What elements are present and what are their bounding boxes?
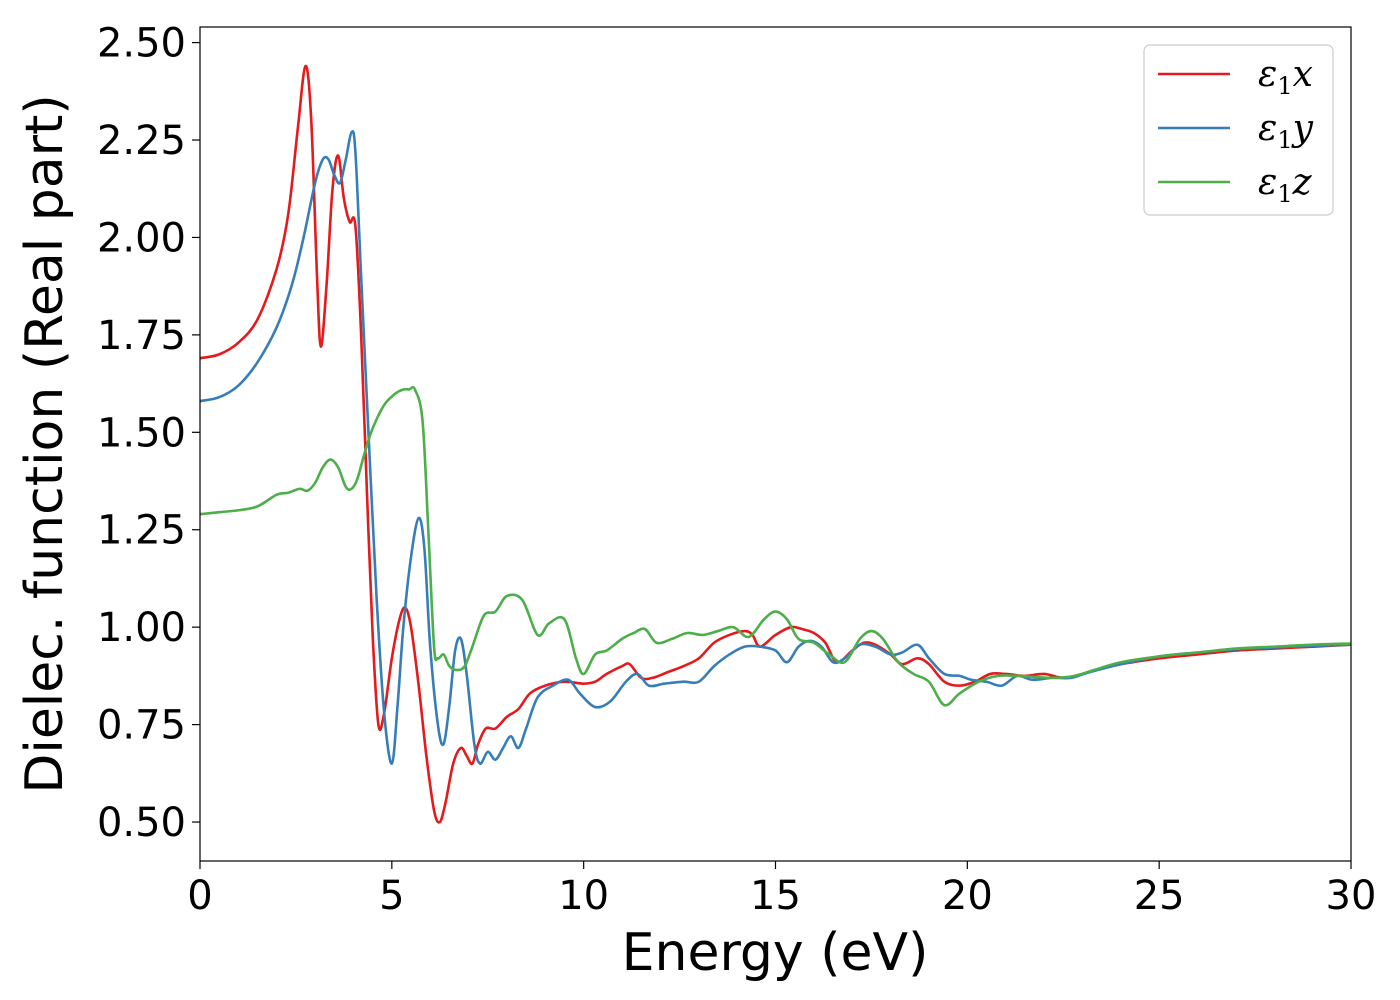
x-tick-label: 10 <box>558 873 609 919</box>
legend-entry-eps1z: ε1z <box>1158 162 1313 208</box>
series-layer <box>200 64 1351 824</box>
y-tick-label: 1.75 <box>97 313 186 359</box>
x-tick-label: 0 <box>187 873 212 919</box>
y-axis-ticks: 0.50 0.75 1.00 1.25 1.50 1.75 2.00 2.25 2.50 <box>97 21 200 846</box>
y-tick-label: 2.00 <box>97 215 186 261</box>
series-line-eps1x <box>200 64 1351 824</box>
x-axis-ticks: 0 5 10 15 20 25 30 <box>187 861 1376 919</box>
x-tick-label: 5 <box>379 873 404 919</box>
y-tick-label: 2.25 <box>97 118 186 164</box>
legend-entry-eps1y: ε1y <box>1158 108 1314 154</box>
x-tick-label: 20 <box>942 873 993 919</box>
y-tick-label: 1.00 <box>97 605 186 651</box>
y-tick-label: 2.50 <box>97 21 186 67</box>
x-tick-label: 15 <box>750 873 801 919</box>
y-tick-label: 0.50 <box>97 800 186 846</box>
y-axis-label: Dielec. function (Real part) <box>15 94 75 793</box>
x-tick-label: 30 <box>1326 873 1377 919</box>
y-tick-label: 1.25 <box>97 508 186 554</box>
legend-label: ε1z <box>1258 162 1313 208</box>
series-line-eps1y <box>200 130 1351 765</box>
legend-label: ε1y <box>1258 108 1314 154</box>
y-tick-label: 1.50 <box>97 410 186 456</box>
legend: ε1x ε1y ε1z <box>1143 44 1334 216</box>
x-tick-label: 25 <box>1134 873 1185 919</box>
series-line-eps1z <box>200 385 1351 707</box>
x-axis-label: Energy (eV) <box>622 923 929 983</box>
y-tick-label: 0.75 <box>97 703 186 749</box>
legend-label: ε1x <box>1258 54 1313 100</box>
legend-box <box>1143 44 1334 216</box>
legend-entry-eps1x: ε1x <box>1158 54 1313 100</box>
